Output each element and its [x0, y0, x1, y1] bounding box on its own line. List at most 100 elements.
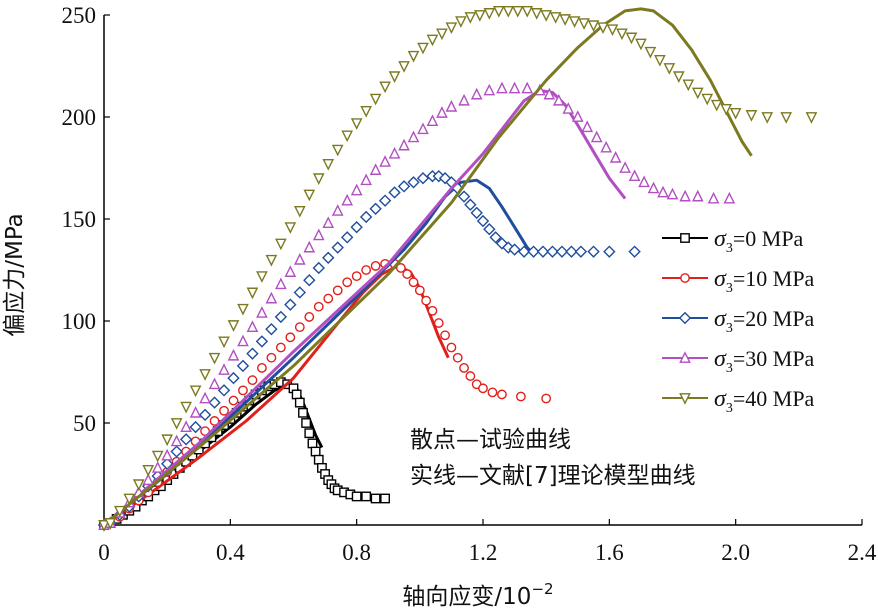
data-point — [465, 371, 476, 381]
data-point — [478, 383, 488, 394]
data-point — [628, 169, 641, 182]
legend-symbol: σ — [714, 226, 727, 252]
data-point — [180, 420, 192, 432]
data-point — [414, 285, 425, 296]
data-point — [237, 303, 249, 316]
data-point — [199, 369, 211, 381]
data-point — [470, 206, 483, 220]
data-point — [170, 434, 183, 447]
x-tick-label: 2.0 — [721, 540, 750, 565]
y-axis-title: 偏应力/MPa — [2, 213, 28, 337]
data-point — [616, 28, 628, 41]
data-point — [433, 318, 444, 328]
data-point — [266, 352, 277, 363]
legend-symbol: σ — [714, 386, 727, 412]
data-point — [546, 245, 559, 258]
data-point — [609, 151, 622, 163]
data-point — [679, 189, 691, 202]
data-point — [521, 6, 534, 18]
data-point — [369, 202, 382, 215]
data-point — [427, 305, 438, 316]
legend-item: σ3=10 MPa — [662, 266, 815, 296]
data-point — [294, 322, 305, 333]
legend-item: σ3=40 MPa — [662, 386, 815, 416]
data-point — [293, 205, 306, 218]
data-point — [388, 186, 401, 199]
data-point — [446, 342, 457, 353]
data-point — [370, 261, 381, 271]
legend-item: σ3=0 MPa — [662, 226, 804, 256]
x-axis-title-main: 轴向应变/10 — [402, 584, 531, 610]
data-point — [293, 253, 306, 265]
legend-item: σ3=20 MPa — [662, 306, 815, 336]
data-point — [312, 228, 325, 241]
data-point — [341, 130, 354, 143]
data-point — [483, 8, 496, 20]
data-point — [476, 214, 490, 228]
data-point — [341, 193, 354, 206]
data-point — [303, 274, 316, 287]
legend-symbol: σ — [714, 266, 727, 292]
data-point — [644, 46, 657, 59]
data-point — [104, 518, 117, 530]
data-point — [189, 406, 202, 418]
data-point — [672, 71, 685, 83]
data-point — [298, 407, 308, 418]
legend-marker — [680, 233, 690, 243]
data-point — [151, 461, 164, 473]
data-point — [310, 446, 321, 457]
data-point — [511, 6, 524, 18]
data-point — [360, 173, 372, 186]
data-point — [275, 238, 287, 251]
data-point — [285, 332, 296, 343]
data-point — [284, 222, 297, 234]
data-point — [517, 245, 531, 258]
data-point — [303, 240, 316, 253]
data-point — [395, 263, 406, 273]
series-3 — [98, 81, 736, 530]
series-line — [103, 89, 627, 527]
data-point — [497, 389, 507, 400]
data-point — [227, 348, 240, 361]
data-point — [378, 194, 392, 207]
data-point — [647, 181, 660, 194]
data-point — [417, 42, 429, 55]
data-point — [218, 336, 230, 349]
legend: σ3=0 MPa σ3=10 MPa σ3=20 MPa σ3=30 MPa σ3=40… — [662, 226, 815, 416]
data-point — [625, 32, 638, 45]
data-point — [237, 334, 249, 347]
legend-label: σ3=20 MPa — [714, 306, 815, 336]
data-point — [98, 520, 110, 532]
legend-marker — [678, 311, 692, 325]
legend-symbol: σ — [714, 346, 727, 372]
data-point — [408, 277, 419, 288]
data-point — [464, 12, 477, 24]
data-point — [208, 396, 221, 409]
data-point — [701, 93, 714, 106]
data-point — [359, 210, 373, 224]
legend-marker — [679, 393, 691, 405]
data-point — [402, 269, 413, 279]
data-point — [284, 265, 297, 277]
data-point — [304, 312, 315, 322]
legend-text: =0 MPa — [733, 226, 804, 251]
legend-text: =40 MPa — [733, 386, 815, 411]
data-point — [360, 105, 372, 118]
axes: 0 0.4 0.8 1.2 1.6 2.0 2.4 50 100 150 200 250 — [62, 3, 877, 565]
data-point — [691, 189, 704, 202]
data-point — [179, 433, 193, 446]
data-point — [635, 38, 647, 51]
data-point — [496, 81, 508, 94]
data-point — [180, 401, 192, 414]
legend-label: σ3=30 MPa — [714, 346, 815, 376]
data-point — [342, 277, 353, 288]
data-point — [417, 122, 429, 135]
data-point — [421, 295, 432, 306]
data-point — [436, 106, 448, 118]
data-point — [568, 16, 581, 28]
plot-area — [97, 6, 818, 532]
data-point — [397, 180, 411, 193]
data-point — [780, 112, 793, 124]
data-point — [312, 261, 325, 275]
data-point — [265, 291, 278, 304]
